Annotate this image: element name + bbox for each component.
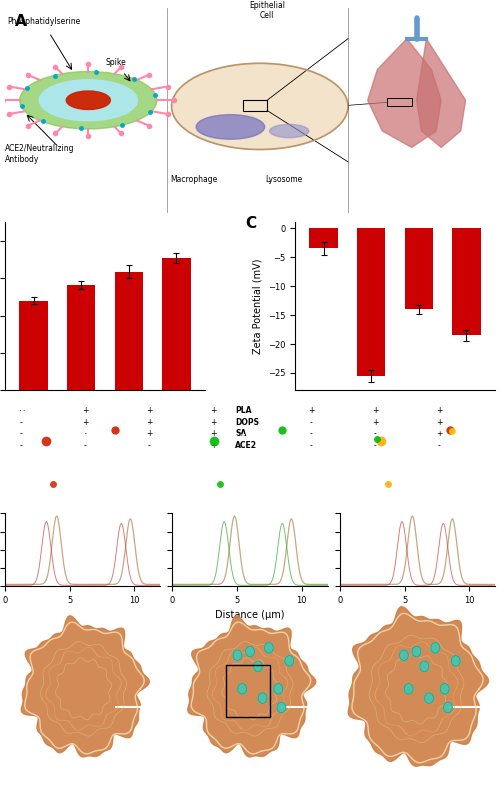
Circle shape	[246, 646, 254, 656]
Circle shape	[264, 642, 273, 653]
Text: Lung
Epithelial
Cell: Lung Epithelial Cell	[249, 0, 285, 21]
Text: Lysosome: Lysosome	[266, 175, 303, 184]
Text: +: +	[146, 430, 152, 438]
Text: Spike: Spike	[106, 58, 126, 67]
Text: +: +	[146, 418, 152, 427]
Bar	[404, 228, 433, 309]
Circle shape	[254, 661, 262, 672]
Circle shape	[412, 646, 421, 656]
Text: +: +	[82, 406, 88, 415]
Text: +: +	[82, 418, 88, 427]
Bar	[114, 272, 143, 390]
X-axis label: Distance (μm): Distance (μm)	[215, 611, 285, 620]
Text: -: -	[310, 430, 312, 438]
Circle shape	[285, 656, 294, 666]
Text: +: +	[210, 430, 216, 438]
Text: +: +	[210, 406, 216, 415]
Bar	[20, 301, 48, 390]
Circle shape	[258, 693, 267, 703]
Text: ACE2/Neutralizing
Antibody: ACE2/Neutralizing Antibody	[5, 145, 74, 164]
Circle shape	[40, 80, 138, 121]
Text: -: -	[374, 442, 376, 450]
Circle shape	[424, 693, 434, 703]
Bar	[310, 228, 338, 249]
Text: E: E	[12, 601, 22, 616]
Circle shape	[400, 650, 408, 660]
Text: -: -	[84, 442, 86, 450]
Circle shape	[444, 702, 452, 713]
Text: +: +	[210, 442, 216, 450]
Text: +: +	[372, 418, 378, 427]
Text: PLA: PLA	[235, 406, 252, 415]
Text: -: -	[374, 430, 376, 438]
Bar	[242, 100, 267, 111]
Bar	[357, 228, 386, 376]
Text: +: +	[146, 406, 152, 415]
Text: +: +	[210, 418, 216, 427]
Text: -: -	[310, 442, 312, 450]
Bar	[162, 258, 190, 390]
Text: SA: SA	[235, 430, 246, 438]
Ellipse shape	[270, 124, 309, 137]
Polygon shape	[188, 616, 316, 757]
Text: F: F	[178, 601, 188, 616]
Text: DOPS: DOPS	[235, 418, 259, 427]
Text: -: -	[84, 430, 86, 438]
Circle shape	[404, 683, 413, 694]
Text: C: C	[245, 216, 256, 231]
Text: ACE2: ACE2	[235, 442, 257, 450]
Y-axis label: Zeta Potential (mV): Zeta Potential (mV)	[252, 258, 262, 354]
Polygon shape	[22, 616, 150, 757]
Text: +: +	[436, 418, 442, 427]
Circle shape	[233, 650, 242, 660]
Text: Phosphatidylserine: Phosphatidylserine	[8, 17, 81, 26]
Bar	[67, 285, 96, 390]
Bar	[226, 664, 270, 717]
Circle shape	[420, 661, 428, 672]
Text: +: +	[308, 406, 314, 415]
Polygon shape	[368, 39, 441, 148]
Circle shape	[66, 91, 110, 110]
Text: -: -	[20, 430, 22, 438]
Bar	[452, 228, 480, 335]
Text: -: -	[310, 418, 312, 427]
Circle shape	[440, 683, 449, 694]
Text: +: +	[18, 406, 24, 415]
Text: -: -	[438, 442, 440, 450]
Polygon shape	[416, 39, 466, 148]
Text: -: -	[148, 442, 150, 450]
Text: -: -	[20, 442, 22, 450]
Circle shape	[274, 683, 282, 694]
Text: +: +	[436, 430, 442, 438]
Bar	[387, 98, 411, 107]
Text: D: D	[11, 404, 24, 419]
Ellipse shape	[196, 115, 264, 139]
Text: +: +	[436, 406, 442, 415]
Circle shape	[238, 683, 246, 694]
Ellipse shape	[172, 63, 348, 149]
Text: +: +	[372, 406, 378, 415]
Text: A: A	[15, 14, 26, 29]
Circle shape	[277, 702, 286, 713]
Circle shape	[452, 656, 460, 666]
Text: -: -	[20, 418, 22, 427]
Polygon shape	[348, 607, 488, 766]
Text: Macrophage: Macrophage	[170, 175, 218, 184]
Circle shape	[431, 642, 440, 653]
Circle shape	[20, 72, 157, 129]
